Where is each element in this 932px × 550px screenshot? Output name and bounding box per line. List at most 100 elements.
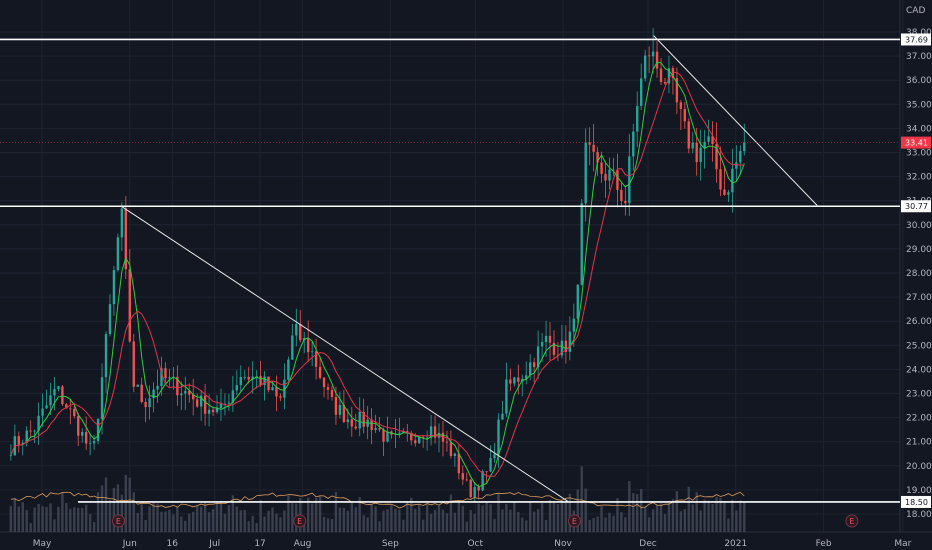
candle-body — [247, 376, 250, 380]
volume-bar — [640, 489, 643, 532]
candle-body — [243, 376, 246, 378]
candle-body — [640, 78, 643, 106]
volume-bar — [211, 508, 215, 532]
price-axis[interactable]: CAD 18.00 19.00 20.00 21.00 22.00 23.00 24.00 2… — [906, 6, 932, 520]
candle-body — [592, 144, 595, 152]
candle-body — [255, 375, 258, 377]
volume-bar — [513, 502, 516, 532]
candle-body — [608, 169, 611, 181]
candle-body — [556, 354, 560, 356]
volume-bar — [568, 493, 572, 532]
candle-body — [497, 419, 500, 455]
candle-body — [536, 346, 540, 368]
volume-bar — [231, 495, 235, 532]
volume-bar — [271, 507, 274, 532]
volume-bar — [303, 522, 306, 532]
earnings-marker-label: E — [849, 517, 854, 526]
volume-bar — [235, 506, 239, 532]
candle-body — [184, 390, 187, 394]
volume-bar — [287, 495, 290, 532]
volume-bar — [727, 518, 730, 532]
candle-body — [449, 442, 453, 456]
candle-body — [81, 431, 84, 436]
volume-bar — [493, 519, 496, 532]
volume-bar — [473, 513, 476, 532]
trendline[interactable] — [653, 35, 819, 207]
candle-body — [580, 203, 583, 285]
ma-slow-line — [10, 71, 745, 477]
candle-body — [287, 359, 290, 380]
candle-body — [227, 402, 231, 404]
candle-body — [88, 443, 92, 445]
volume-bar — [429, 513, 433, 532]
candle-body — [41, 408, 44, 416]
volume-bar — [659, 503, 663, 532]
volume-bar — [667, 502, 671, 532]
candle-body — [481, 471, 484, 491]
y-tick-label: 19.00 — [906, 486, 932, 496]
volume-bar — [57, 506, 60, 532]
volume-bar — [116, 484, 120, 532]
volume-bar — [517, 511, 520, 532]
y-tick-label: 27.00 — [906, 293, 932, 303]
volume-bar — [739, 500, 742, 532]
volume-bar — [96, 492, 100, 532]
volume-bar — [9, 506, 13, 532]
candle-body — [433, 426, 437, 438]
candle-body — [160, 368, 163, 386]
volume-bar — [743, 502, 746, 532]
volume-bar — [632, 493, 635, 532]
candle-body — [485, 471, 488, 473]
volume-bar — [259, 500, 262, 532]
volume-bar — [497, 493, 500, 532]
volume-bar — [457, 500, 461, 532]
volume-bar — [37, 504, 40, 532]
candlesticks — [9, 28, 746, 502]
volume-bar — [104, 477, 108, 532]
volume-bar — [711, 503, 714, 532]
candle-body — [259, 375, 262, 386]
volume-bar — [683, 508, 687, 532]
volume-bar — [342, 507, 346, 532]
volume-bar — [735, 510, 738, 532]
volume-bar — [425, 504, 429, 532]
volume-bar — [366, 517, 369, 532]
candle-body — [572, 318, 575, 332]
candle-body — [588, 142, 591, 145]
volume-bar — [548, 499, 552, 532]
time-axis[interactable]: May Jun 16 Jul 17 Aug Sep Oct Nov Dec 2021 Feb Mar — [33, 539, 912, 549]
candle-body — [136, 384, 139, 387]
volume-bar — [33, 507, 36, 532]
candle-body — [624, 200, 627, 204]
earnings-marker[interactable] — [293, 514, 307, 528]
candle-body — [517, 377, 520, 382]
candle-body — [108, 304, 112, 335]
candle-body — [429, 426, 433, 438]
candle-body — [723, 189, 726, 195]
horizontal-levels[interactable] — [0, 38, 900, 503]
candle-body — [600, 162, 603, 174]
last-price-tag-label: 33.41 — [905, 139, 928, 148]
candle-body — [362, 411, 365, 427]
volume-bar — [580, 466, 583, 532]
trendline[interactable] — [121, 205, 569, 503]
volume-bar — [318, 496, 322, 532]
volume-bar — [53, 519, 56, 532]
volume-bar — [195, 505, 199, 532]
volume-bar — [564, 502, 568, 532]
candle-body — [719, 169, 722, 190]
volume-bar — [152, 501, 155, 532]
trendlines[interactable] — [121, 35, 819, 503]
volume-bar — [544, 519, 548, 532]
earnings-marker[interactable] — [567, 514, 581, 528]
volume-bar — [378, 521, 381, 532]
candle-body — [164, 368, 167, 379]
earnings-marker[interactable] — [845, 514, 859, 528]
volume-bar — [532, 511, 536, 532]
volume-bar — [176, 506, 179, 532]
candle-body — [21, 442, 24, 445]
earnings-marker[interactable] — [111, 514, 125, 528]
volume-ma-line — [10, 491, 745, 509]
